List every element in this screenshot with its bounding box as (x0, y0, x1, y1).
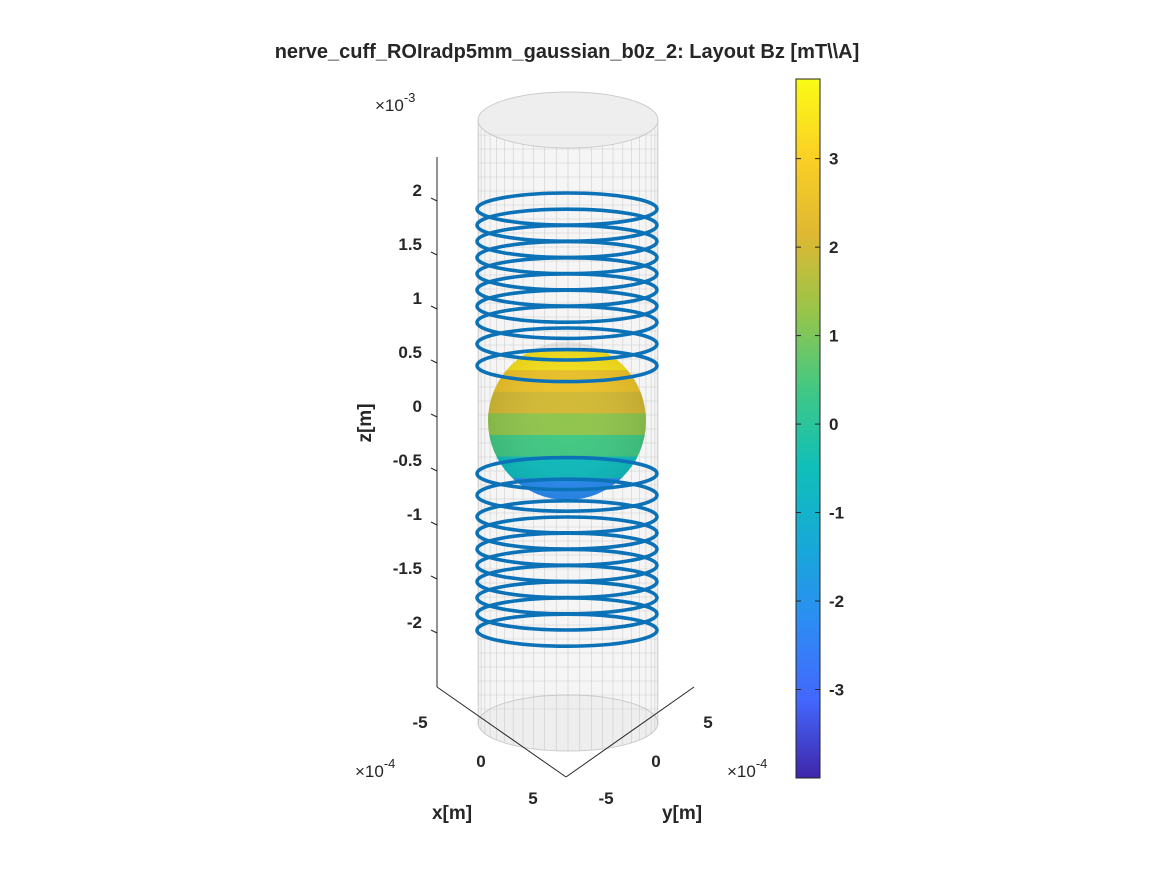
y-axis-label: y[m] (662, 803, 702, 824)
z-tick-label: -1.5 (393, 559, 422, 578)
coil-loop (475, 347, 659, 384)
z-tick-label: 0.5 (398, 343, 422, 362)
coil-loop (475, 477, 659, 514)
coil-loop (475, 326, 659, 362)
y-tick-label: 0 (651, 752, 660, 771)
x-exponent: ×10-4 (355, 756, 395, 781)
coil-loop (475, 596, 659, 632)
z-exponent: ×10-3 (375, 90, 415, 115)
x-axis-label: x[m] (432, 803, 472, 824)
y-exponent: ×10-4 (727, 756, 767, 781)
z-axis-label: z[m] (355, 403, 376, 442)
colorbar-tick-label: 3 (829, 150, 838, 169)
x-tick-label: -5 (412, 713, 427, 732)
colorbar-tick-label: -2 (829, 592, 844, 611)
colorbar-tick-label: 2 (829, 238, 838, 257)
colorbar-tick-label: -1 (829, 504, 844, 523)
z-tick-mark (430, 467, 438, 472)
colorbar: 3 2 1 0 -1 -2 -3 (795, 78, 844, 779)
coil-loops (475, 191, 659, 649)
colorbar-tick-label: -3 (829, 681, 844, 700)
x-tick-label: 0 (476, 752, 485, 771)
z-tick-mark (430, 359, 438, 364)
z-tick-label: 2 (413, 181, 422, 200)
z-tick-mark (430, 251, 438, 256)
z-tick-mark (430, 521, 438, 526)
z-tick-label: 1.5 (398, 235, 422, 254)
coil-loop (475, 288, 659, 325)
chart-title: nerve_cuff_ROIradp5mm_gaussian_b0z_2: La… (275, 41, 860, 63)
y-axis: -5 0 5 y[m] ×10-4 (565, 686, 767, 824)
colorbar-tick-label: 0 (829, 415, 838, 434)
colorbar-tick-label: 1 (829, 327, 838, 346)
z-tick-mark (430, 197, 438, 202)
x-tick-label: 5 (528, 789, 537, 808)
coil-loop (475, 612, 659, 649)
x-axis: -5 0 5 x[m] ×10-4 (355, 686, 567, 824)
colorbar-bar (795, 78, 821, 779)
z-tick-label: 1 (413, 289, 422, 308)
z-tick-mark (430, 413, 438, 418)
y-tick-label: -5 (598, 789, 613, 808)
z-tick-mark (430, 305, 438, 310)
y-tick-label: 5 (703, 713, 712, 732)
z-axis: 2 1.5 1 0.5 0 -0.5 -1 -1.5 -2 z[m] ×10-3 (355, 90, 438, 687)
z-tick-label: 0 (413, 397, 422, 416)
z-tick-label: -0.5 (393, 451, 422, 470)
z-tick-label: -2 (407, 613, 422, 632)
coil-loop (475, 455, 659, 492)
z-tick-label: -1 (407, 505, 422, 524)
coil-loop (475, 304, 659, 341)
z-tick-mark (430, 575, 438, 580)
z-tick-mark (430, 629, 438, 634)
